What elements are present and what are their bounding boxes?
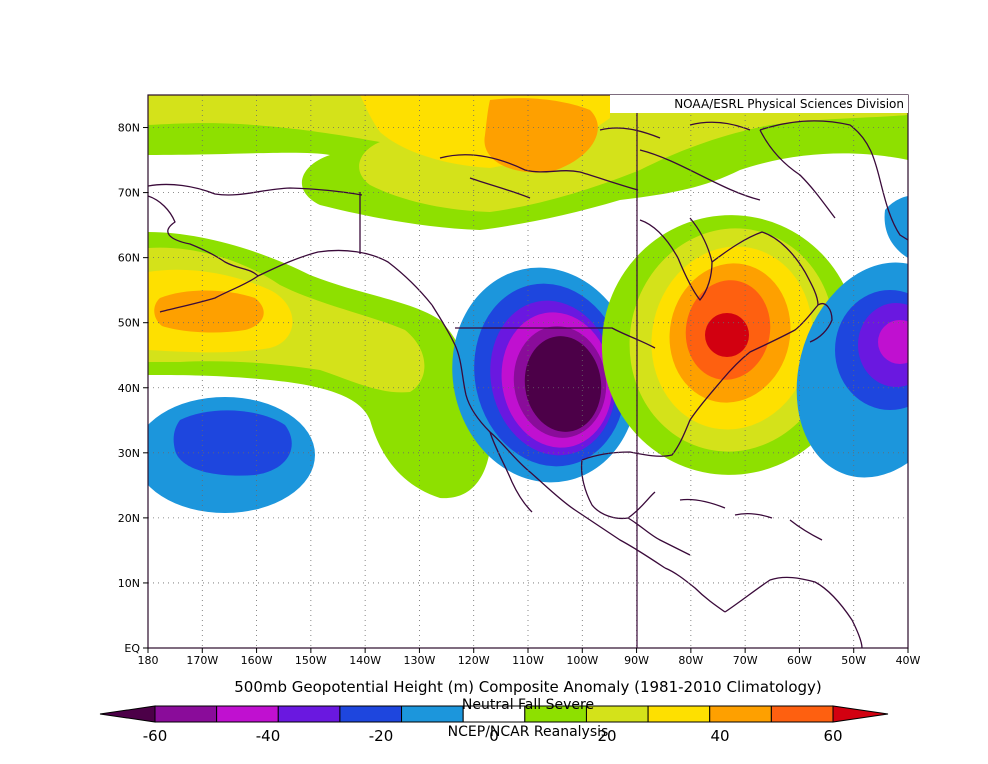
negative-lobe-atlantic-40 bbox=[878, 320, 908, 364]
lon-tick-label: 140W bbox=[349, 654, 381, 667]
positive-lobe-pacific-50 bbox=[154, 290, 264, 333]
coastlines bbox=[148, 120, 908, 648]
colorbar bbox=[99, 705, 889, 723]
lat-tick-label: 10N bbox=[118, 577, 140, 590]
coast-south-america bbox=[724, 576, 863, 648]
colorbar-swatch bbox=[709, 705, 772, 723]
lon-tick-label: 150W bbox=[295, 654, 327, 667]
lon-tick-label: 90W bbox=[624, 654, 649, 667]
colorbar-tick-label: 40 bbox=[710, 727, 729, 745]
lat-tick-label: 20N bbox=[118, 512, 140, 525]
lat-tick-label: 70N bbox=[118, 187, 140, 200]
coast-gulf bbox=[580, 419, 691, 520]
colorbar-arrow-low bbox=[99, 705, 156, 723]
chart-title: 500mb Geopotential Height (m) Composite … bbox=[234, 678, 822, 696]
coast-east-us bbox=[689, 303, 833, 421]
coast-greenland bbox=[759, 120, 908, 241]
negative-lobe-greenland bbox=[884, 196, 908, 258]
colorbar-tick-label: 60 bbox=[823, 727, 842, 745]
map-grid bbox=[148, 95, 908, 648]
lon-tick-label: 160W bbox=[241, 654, 273, 667]
lat-tick-label: 50N bbox=[118, 317, 140, 330]
lon-tick-label: 40W bbox=[896, 654, 921, 667]
colorbar-swatch bbox=[585, 705, 649, 723]
chart-subtitle: Neutral Fall Severe bbox=[462, 697, 594, 713]
colorbar-swatch bbox=[216, 705, 279, 723]
lat-tick-label: 60N bbox=[118, 252, 140, 265]
colorbar-swatch bbox=[770, 705, 834, 723]
lat-tick-label: EQ bbox=[124, 642, 140, 655]
latitude-axis: 80N 70N 60N 50N 40N 30N 20N 10N EQ bbox=[118, 122, 148, 655]
lon-tick-label: 70W bbox=[733, 654, 758, 667]
longitude-axis: 180 170W 160W 150W 140W 130W 120W 110W 100W 90W 80… bbox=[138, 648, 921, 667]
credit-box bbox=[610, 95, 908, 113]
border-us-canada bbox=[455, 327, 656, 349]
lon-tick-label: 50W bbox=[841, 654, 866, 667]
anomaly-field bbox=[148, 95, 908, 648]
lon-tick-label: 100W bbox=[566, 654, 598, 667]
coast-arctic-islands bbox=[439, 121, 761, 201]
coast-caribbean bbox=[679, 498, 823, 541]
lon-tick-label: 180 bbox=[138, 654, 159, 667]
coast-baja bbox=[489, 431, 533, 513]
lon-tick-label: 120W bbox=[458, 654, 490, 667]
colorbar-tick-label: -60 bbox=[143, 727, 168, 745]
colorbar-arrow-high bbox=[832, 705, 889, 723]
colorbar-tick-labels: -60 -40 -20 0 20 40 60 bbox=[143, 727, 843, 745]
colorbar-tick-label: -20 bbox=[369, 727, 394, 745]
positive-band-arctic-50 bbox=[484, 98, 598, 173]
lon-tick-label: 80W bbox=[678, 654, 703, 667]
colorbar-tick-label: 20 bbox=[597, 727, 616, 745]
data-source: NCEP/NCAR Reanalysis bbox=[448, 724, 609, 740]
coast-pacific-nw bbox=[431, 304, 666, 569]
colorbar-swatch bbox=[339, 705, 403, 723]
lat-tick-label: 40N bbox=[118, 382, 140, 395]
colorbar-swatch bbox=[401, 705, 464, 723]
colorbar-swatch bbox=[277, 705, 341, 723]
coast-hudson-bay bbox=[639, 217, 713, 301]
colorbar-tick-label: 0 bbox=[489, 727, 499, 745]
credit-label: NOAA/ESRL Physical Sciences Division bbox=[674, 97, 904, 111]
negative-lobe-pacific-20 bbox=[173, 410, 292, 476]
lon-tick-label: 110W bbox=[512, 654, 544, 667]
colorbar-swatch bbox=[647, 705, 711, 723]
colorbar-swatch bbox=[154, 705, 218, 723]
colorbar-tick-label: -40 bbox=[256, 727, 281, 745]
coast-central-america bbox=[627, 517, 726, 613]
coast-alaska bbox=[148, 183, 433, 313]
lon-tick-label: 170W bbox=[186, 654, 218, 667]
lat-tick-label: 30N bbox=[118, 447, 140, 460]
lat-tick-label: 80N bbox=[118, 122, 140, 135]
coast-labrador bbox=[711, 231, 819, 306]
lon-tick-label: 60W bbox=[787, 654, 812, 667]
ridge-east-70 bbox=[705, 313, 749, 357]
lon-tick-label: 130W bbox=[403, 654, 435, 667]
